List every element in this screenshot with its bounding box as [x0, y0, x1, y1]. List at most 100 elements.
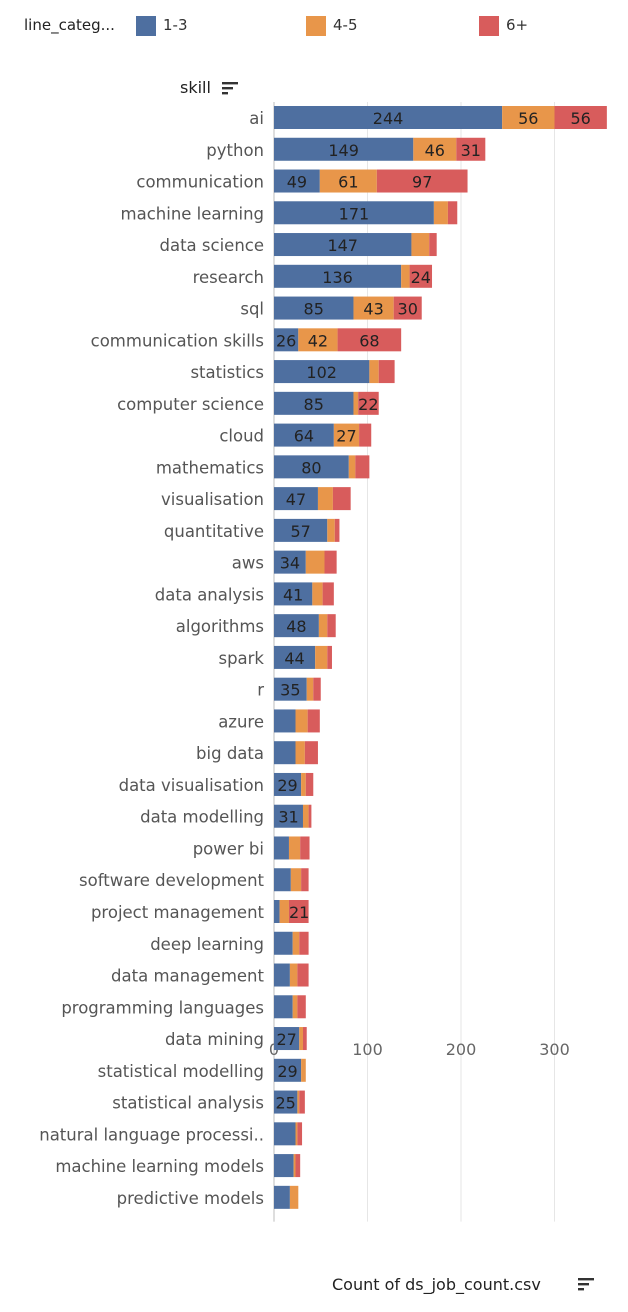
bar-segment[interactable] — [315, 645, 328, 669]
bar-segment[interactable] — [393, 296, 422, 320]
bar-segment[interactable] — [304, 741, 318, 765]
bar-segment[interactable] — [274, 868, 291, 892]
bar-segment[interactable] — [305, 772, 314, 796]
bar-segment[interactable] — [297, 1090, 300, 1114]
bar-segment[interactable] — [274, 614, 319, 638]
bar-segment[interactable] — [306, 677, 314, 701]
skill-label[interactable]: quantitative — [164, 522, 264, 541]
skill-label[interactable]: mathematics — [156, 458, 264, 477]
bar-segment[interactable] — [288, 836, 301, 860]
bar-segment[interactable] — [274, 995, 293, 1019]
bar-segment[interactable] — [297, 995, 306, 1019]
skill-label[interactable]: data analysis — [155, 585, 264, 604]
bar-segment[interactable] — [289, 1185, 299, 1209]
bar-segment[interactable] — [274, 645, 316, 669]
bar-segment[interactable] — [274, 264, 402, 288]
bar-segment[interactable] — [433, 201, 448, 225]
bar-segment[interactable] — [274, 137, 414, 161]
sort-descending-icon[interactable] — [578, 1277, 596, 1291]
bar-segment[interactable] — [274, 931, 293, 955]
bar-segment[interactable] — [312, 582, 323, 606]
bar-segment[interactable] — [319, 169, 377, 193]
bar-segment[interactable] — [337, 328, 402, 352]
skill-label[interactable]: data science — [160, 236, 265, 255]
skill-label[interactable]: visualisation — [161, 490, 264, 509]
bar-segment[interactable] — [333, 423, 360, 447]
bar-segment[interactable] — [447, 201, 458, 225]
bar-segment[interactable] — [274, 1122, 296, 1146]
bar-segment[interactable] — [456, 137, 486, 161]
skill-label[interactable]: data mining — [165, 1030, 264, 1049]
bar-segment[interactable] — [274, 677, 307, 701]
skill-label[interactable]: statistical analysis — [112, 1094, 264, 1113]
bar-segment[interactable] — [295, 709, 308, 733]
bar-segment[interactable] — [295, 1122, 298, 1146]
bar-segment[interactable] — [302, 804, 309, 828]
bar-segment[interactable] — [288, 900, 309, 923]
bar-segment[interactable] — [554, 106, 607, 129]
skill-label[interactable]: machine learning models — [55, 1157, 264, 1176]
skill-label[interactable]: azure — [218, 712, 264, 731]
bar-segment[interactable] — [318, 614, 328, 638]
bar-segment[interactable] — [274, 709, 296, 733]
skill-label[interactable]: natural language processi.. — [39, 1125, 264, 1144]
bar-segment[interactable] — [322, 582, 334, 606]
bar-segment[interactable] — [502, 106, 555, 129]
bar-segment[interactable] — [289, 963, 298, 987]
bar-segment[interactable] — [274, 106, 503, 129]
bar-segment[interactable] — [401, 264, 410, 288]
bar-segment[interactable] — [295, 741, 305, 765]
skill-label[interactable]: software development — [79, 871, 264, 890]
bar-segment[interactable] — [274, 518, 328, 542]
skill-label[interactable]: machine learning — [121, 204, 264, 223]
bar-segment[interactable] — [300, 836, 310, 860]
bar-segment[interactable] — [274, 169, 320, 193]
bar-segment[interactable] — [274, 772, 302, 796]
skill-label[interactable]: communication skills — [91, 331, 264, 350]
bar-segment[interactable] — [411, 233, 430, 257]
skill-label[interactable]: data management — [111, 967, 264, 986]
skill-label[interactable]: computer science — [117, 395, 264, 414]
skill-label[interactable]: r — [257, 681, 264, 700]
bar-segment[interactable] — [327, 614, 336, 638]
skill-label[interactable]: python — [206, 141, 264, 160]
bar-segment[interactable] — [274, 1154, 294, 1178]
legend-title[interactable]: line_categ... — [24, 16, 115, 34]
skill-label[interactable]: communication — [136, 173, 264, 192]
bar-segment[interactable] — [353, 391, 359, 415]
skill-label[interactable]: data modelling — [140, 808, 264, 827]
x-axis-title[interactable]: Count of ds_job_count.csv — [332, 1275, 541, 1294]
bar-segment[interactable] — [293, 1154, 296, 1178]
bar-segment[interactable] — [332, 487, 351, 511]
skill-label[interactable]: predictive models — [117, 1189, 264, 1208]
bar-segment[interactable] — [295, 1154, 301, 1178]
bar-segment[interactable] — [297, 1122, 303, 1146]
bar-segment[interactable] — [274, 423, 334, 447]
bar-segment[interactable] — [297, 963, 309, 987]
bar-segment[interactable] — [355, 455, 370, 479]
bar-segment[interactable] — [290, 868, 302, 892]
bar-segment[interactable] — [274, 455, 349, 479]
skill-label[interactable]: sql — [240, 300, 264, 319]
skill-label[interactable]: research — [193, 268, 264, 287]
bar-segment[interactable] — [274, 582, 313, 606]
bar-segment[interactable] — [299, 1027, 303, 1051]
bar-segment[interactable] — [376, 169, 468, 193]
bar-segment[interactable] — [334, 518, 340, 542]
bar-segment[interactable] — [308, 804, 312, 828]
bar-segment[interactable] — [274, 1058, 302, 1082]
bar-segment[interactable] — [307, 709, 320, 733]
skill-label[interactable]: cloud — [219, 427, 264, 446]
bar-segment[interactable] — [317, 487, 333, 511]
bar-segment[interactable] — [305, 550, 325, 574]
skill-label[interactable]: big data — [196, 744, 264, 763]
bar-segment[interactable] — [274, 836, 289, 860]
bar-segment[interactable] — [274, 1185, 290, 1209]
skill-label[interactable]: data visualisation — [119, 776, 264, 795]
bar-segment[interactable] — [279, 900, 289, 923]
bar-segment[interactable] — [369, 360, 379, 384]
bar-segment[interactable] — [274, 201, 434, 225]
bar-segment[interactable] — [353, 296, 394, 320]
skill-axis-header[interactable]: skill — [180, 78, 211, 97]
bar-segment[interactable] — [324, 550, 337, 574]
